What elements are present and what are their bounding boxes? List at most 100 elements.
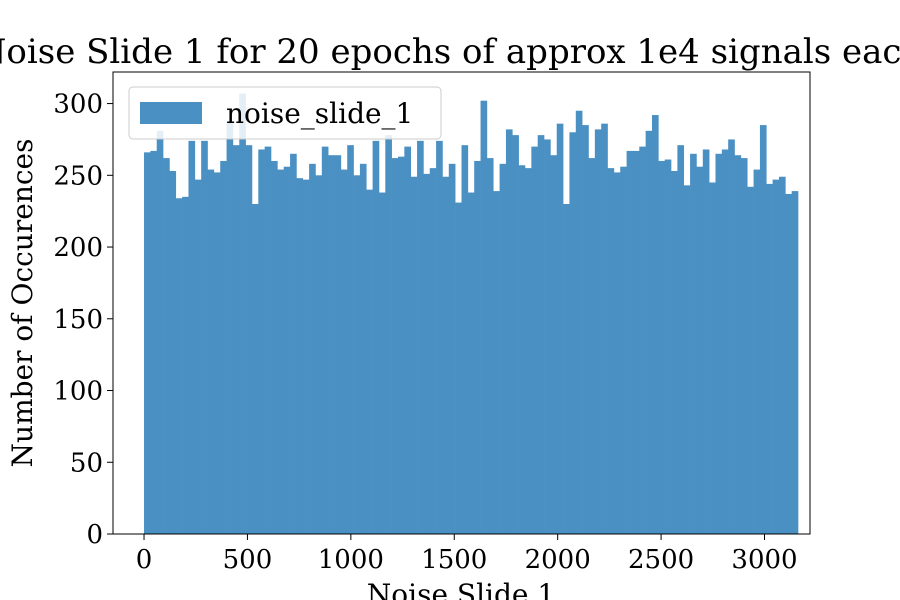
histogram-bar [715,153,723,535]
histogram-bar [524,168,532,534]
histogram-bar [328,155,335,534]
histogram-bar [321,146,329,534]
histogram-bar [785,193,792,534]
legend-label: noise_slide_1 [226,97,413,130]
histogram-bar [747,186,754,535]
histogram-bar [201,140,208,534]
x-tick-label: 1500 [421,545,487,575]
histogram-bar [366,189,373,535]
histogram-bar [467,192,475,535]
histogram-bar [734,155,742,534]
histogram-bar [518,165,526,534]
histogram-bar [404,146,412,534]
histogram-bar [613,172,621,534]
histogram-bar [620,166,627,534]
legend-swatch [140,102,202,124]
histogram-bar [169,171,177,534]
histogram-bar [448,163,456,534]
histogram-bar [474,160,481,534]
histogram-bar [778,176,786,534]
y-tick-label: 150 [53,305,103,335]
histogram-bar [556,123,564,535]
histogram-bar [575,110,583,534]
histogram-bar [302,179,310,534]
histogram-bar [347,145,354,534]
histogram-bar [563,204,570,534]
histogram-bar [391,158,399,534]
x-tick-label: 2000 [525,545,591,575]
x-axis-ticks: 0 500 1000 1500 2000 2500 3000 [136,534,798,575]
histogram-bar [499,163,507,534]
histogram-bar [207,169,215,534]
histogram-bar [290,153,297,535]
y-tick-label: 200 [53,233,103,263]
histogram-bar [232,145,240,534]
histogram-bar [163,158,170,534]
histogram-bar [156,130,164,534]
histogram-bar [671,171,678,534]
histogram-bar [182,196,189,534]
histogram-bar [721,149,729,534]
histogram-bar [753,169,761,534]
histogram-bar [766,183,773,535]
histogram-bar [791,191,799,534]
histogram-bar [702,149,710,534]
histogram-bar [385,135,392,534]
histogram-bar [651,115,659,534]
histogram-bar [607,168,615,534]
histogram-bar [569,132,577,534]
histogram-bar [220,160,227,534]
plot-frame [112,71,811,535]
histogram-bar [442,176,450,534]
y-tick-label: 300 [53,90,103,120]
histogram-bar [658,160,665,534]
y-axis-ticks: 0 50 100 150 200 250 300 [53,90,113,550]
histogram-bar [296,178,304,534]
legend-box [128,86,442,140]
x-axis-label: Noise Slide 1 [367,578,555,600]
histogram-bar [188,140,196,534]
histogram-bar [531,146,538,534]
histogram-bar [251,204,259,534]
histogram-bar [283,166,291,534]
histogram-bar [696,166,704,534]
histogram-bar [353,175,361,534]
x-tick-label: 3000 [731,545,797,575]
histogram-bar [486,158,494,534]
histogram-bar [582,125,589,534]
histogram-bar [277,169,285,534]
histogram-bar [372,140,380,534]
histogram-bar [709,182,716,534]
histogram-bar [505,129,513,535]
histogram-bar [740,158,748,534]
histogram-bar [594,129,602,535]
x-tick-label: 2500 [628,545,694,575]
histogram-bar [512,135,519,534]
histogram-bar [626,150,634,535]
x-tick-label: 0 [136,545,153,575]
histogram-bar [537,135,545,534]
histogram-bar [664,159,672,535]
histogram-bar [334,155,342,534]
histogram-bar [271,160,278,534]
histogram-bar [683,185,691,534]
y-tick-label: 100 [53,377,103,407]
histogram-bar [194,179,202,534]
histogram-bar [639,146,646,534]
histogram-bar [417,140,424,534]
histogram-bar [423,173,431,534]
y-tick-label: 0 [86,520,103,550]
histogram-bar [645,130,653,534]
histogram-bar [378,192,386,535]
histogram-bar [315,175,323,534]
x-tick-label: 500 [223,545,273,575]
histogram-bar [728,139,735,534]
histogram-bar [359,163,367,534]
histogram-bar [245,145,253,534]
histogram-bar [436,140,443,534]
histogram-bar [309,163,316,534]
histogram-bar [677,145,685,534]
histogram-bar [144,152,151,534]
x-tick-label: 1000 [318,545,384,575]
